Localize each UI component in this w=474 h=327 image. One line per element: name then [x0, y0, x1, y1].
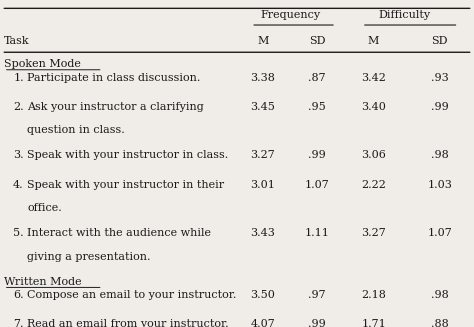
Text: M: M	[368, 36, 379, 46]
Text: .99: .99	[308, 150, 326, 160]
Text: 3.27: 3.27	[361, 228, 386, 238]
Text: 7.: 7.	[13, 319, 24, 327]
Text: Difficulty: Difficulty	[378, 10, 430, 20]
Text: Compose an email to your instructor.: Compose an email to your instructor.	[27, 290, 237, 300]
Text: Ask your instructor a clarifying: Ask your instructor a clarifying	[27, 102, 204, 112]
Text: Speak with your instructor in their: Speak with your instructor in their	[27, 180, 224, 190]
Text: .93: .93	[431, 73, 448, 82]
Text: 3.43: 3.43	[250, 228, 275, 238]
Text: Read an email from your instructor.: Read an email from your instructor.	[27, 319, 229, 327]
Text: 3.: 3.	[13, 150, 24, 160]
Text: 3.06: 3.06	[361, 150, 386, 160]
Text: 3.45: 3.45	[250, 102, 275, 112]
Text: .88: .88	[431, 319, 448, 327]
Text: SD: SD	[431, 36, 448, 46]
Text: 1.07: 1.07	[305, 180, 329, 190]
Text: Speak with your instructor in class.: Speak with your instructor in class.	[27, 150, 228, 160]
Text: Written Mode: Written Mode	[4, 277, 82, 287]
Text: Spoken Mode: Spoken Mode	[4, 59, 81, 69]
Text: 2.18: 2.18	[361, 290, 386, 300]
Text: 3.01: 3.01	[250, 180, 275, 190]
Text: 1.: 1.	[13, 73, 24, 82]
Text: 1.11: 1.11	[305, 228, 329, 238]
Text: 3.40: 3.40	[361, 102, 386, 112]
Text: 1.07: 1.07	[427, 228, 452, 238]
Text: 6.: 6.	[13, 290, 24, 300]
Text: 2.22: 2.22	[361, 180, 386, 190]
Text: .98: .98	[431, 150, 448, 160]
Text: 4.: 4.	[13, 180, 24, 190]
Text: 3.27: 3.27	[251, 150, 275, 160]
Text: M: M	[257, 36, 269, 46]
Text: office.: office.	[27, 203, 62, 213]
Text: 5.: 5.	[13, 228, 24, 238]
Text: 3.42: 3.42	[361, 73, 386, 82]
Text: question in class.: question in class.	[27, 125, 125, 135]
Text: Participate in class discussion.: Participate in class discussion.	[27, 73, 201, 82]
Text: 4.07: 4.07	[251, 319, 275, 327]
Text: SD: SD	[309, 36, 325, 46]
Text: .98: .98	[431, 290, 448, 300]
Text: .99: .99	[431, 102, 448, 112]
Text: 3.38: 3.38	[250, 73, 275, 82]
Text: 1.03: 1.03	[427, 180, 452, 190]
Text: Interact with the audience while: Interact with the audience while	[27, 228, 211, 238]
Text: .99: .99	[308, 319, 326, 327]
Text: .87: .87	[308, 73, 326, 82]
Text: 3.50: 3.50	[250, 290, 275, 300]
Text: .97: .97	[308, 290, 326, 300]
Text: .95: .95	[308, 102, 326, 112]
Text: 2.: 2.	[13, 102, 24, 112]
Text: 1.71: 1.71	[361, 319, 386, 327]
Text: giving a presentation.: giving a presentation.	[27, 252, 151, 262]
Text: Task: Task	[4, 36, 29, 46]
Text: Frequency: Frequency	[260, 10, 320, 20]
